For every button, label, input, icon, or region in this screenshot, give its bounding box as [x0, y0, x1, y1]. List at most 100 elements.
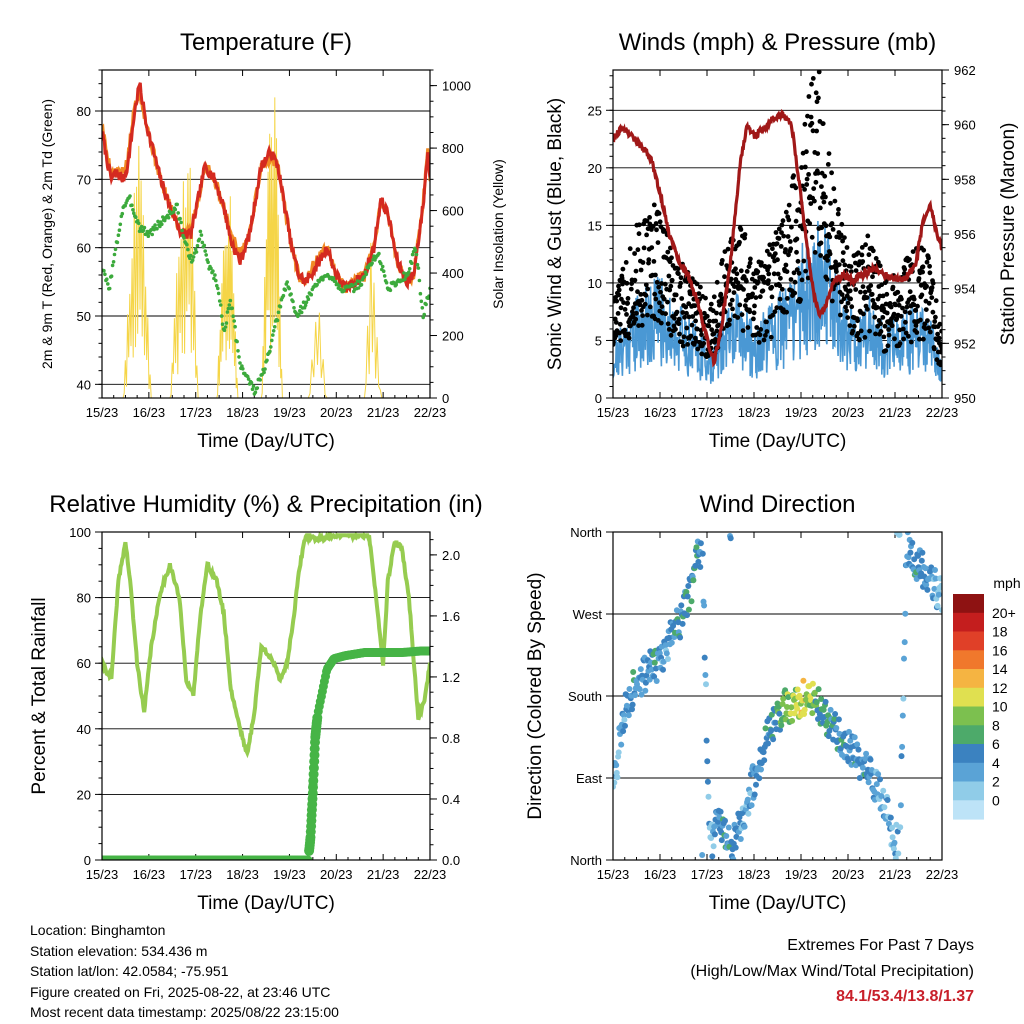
direction-point	[897, 824, 904, 831]
colorbar-label: 14	[992, 661, 1008, 677]
extremes-legend: (High/Low/Max Wind/Total Precipitation)	[690, 962, 974, 980]
direction-point	[693, 544, 700, 551]
gust-point	[638, 267, 644, 273]
direction-point	[717, 808, 724, 815]
direction-point	[772, 719, 779, 726]
direction-point	[684, 612, 690, 619]
dewpoint-point	[180, 228, 184, 233]
gust-point	[738, 227, 744, 232]
gust-point	[767, 242, 773, 248]
gust-point	[792, 290, 798, 296]
gust-point	[665, 299, 670, 305]
gust-point	[781, 233, 787, 239]
gust-point	[886, 327, 891, 332]
dewpoint-point	[364, 272, 369, 277]
direction-point	[825, 733, 832, 740]
dewpoint-point	[268, 349, 272, 354]
direction-point	[820, 706, 827, 713]
direction-point	[827, 706, 834, 713]
direction-x-axis: 15/23 16/23 17/23 18/23 19/23 20/23 21/23 22/23	[597, 532, 958, 882]
gust-point	[773, 230, 779, 235]
dewpoint-point	[272, 325, 277, 329]
gust-point	[862, 289, 868, 295]
gust-point	[883, 301, 889, 307]
gust-point	[890, 284, 896, 290]
gust-point	[636, 323, 641, 328]
temperature-x-axis: 15/23 16/23 17/23 18/23 19/23 20/23 21/23 22/23	[86, 70, 446, 420]
dewpoint-point	[109, 274, 114, 279]
direction-point	[727, 535, 734, 542]
dewpoint-point	[250, 387, 255, 392]
dewpoint-point	[415, 262, 420, 267]
gust-point	[775, 257, 780, 263]
gust-point	[813, 90, 819, 96]
y2-tick-label: 600	[442, 204, 464, 219]
gust-point	[669, 277, 675, 283]
gust-point	[915, 303, 920, 309]
direction-point	[718, 837, 725, 844]
direction-point	[833, 725, 840, 731]
gust-point	[793, 185, 799, 191]
direction-point	[622, 722, 628, 729]
direction-point	[725, 824, 732, 831]
gust-point	[817, 205, 823, 211]
colorbar-swatch	[953, 687, 984, 708]
gust-point	[867, 328, 872, 334]
gust-point	[807, 221, 813, 226]
gust-point	[644, 232, 649, 238]
y2-tick-label: 958	[954, 172, 976, 187]
dewpoint-point	[382, 274, 387, 278]
gust-point	[659, 304, 665, 309]
gust-point	[783, 262, 789, 268]
direction-point	[895, 850, 902, 857]
gust-point	[829, 221, 835, 226]
gust-point	[806, 172, 811, 177]
dewpoint-point	[146, 234, 151, 238]
direction-point	[683, 589, 690, 595]
dewpoint-point	[265, 358, 269, 363]
dewpoint-point	[237, 355, 241, 359]
extremes-summary: Extremes For Past 7 Days (High/Low/Max W…	[690, 933, 974, 1010]
gust-point	[877, 263, 883, 269]
gust-point	[900, 305, 905, 311]
x-tick-label: 16/23	[644, 405, 677, 420]
gust-point	[802, 164, 808, 170]
gust-point	[819, 225, 825, 231]
gust-point	[638, 292, 644, 297]
gust-point	[878, 321, 883, 327]
dewpoint-point	[189, 253, 193, 258]
gust-point	[645, 312, 650, 318]
gust-point	[632, 251, 637, 256]
y-tick-label: 25	[588, 103, 602, 118]
gust-point	[812, 250, 818, 255]
gust-point	[665, 321, 671, 327]
gust-point	[653, 221, 659, 226]
gust-point	[826, 151, 832, 157]
humidity-x-axis: 15/23 16/23 17/23 18/23 19/23 20/23 21/23 22/23	[86, 532, 446, 882]
gust-point	[908, 339, 914, 345]
direction-point	[905, 554, 912, 561]
gust-point	[735, 315, 741, 320]
dewpoint-point	[200, 240, 205, 245]
gust-point	[916, 336, 922, 342]
gust-point	[744, 269, 750, 274]
dewpoint-point	[235, 339, 239, 344]
direction-point	[887, 814, 894, 821]
gust-point	[832, 198, 838, 204]
gust-point	[614, 298, 620, 304]
gust-point	[813, 179, 819, 185]
colorbar-swatch	[953, 781, 984, 801]
gust-point	[840, 258, 846, 264]
gust-point	[937, 321, 942, 327]
gust-point	[907, 257, 912, 262]
gust-point	[764, 248, 770, 254]
gust-point	[858, 328, 864, 334]
y-tick-label: 0	[84, 853, 91, 868]
dewpoint-point	[111, 260, 116, 264]
gust-point	[786, 252, 791, 258]
gust-point	[704, 313, 710, 319]
dewpoint-point	[321, 278, 325, 282]
direction-point	[854, 741, 861, 748]
direction-point	[789, 717, 796, 724]
gust-point	[793, 218, 799, 224]
